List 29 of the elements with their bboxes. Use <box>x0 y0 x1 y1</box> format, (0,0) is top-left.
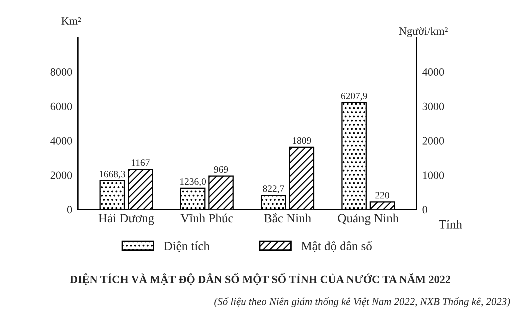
x-tick-label: Hải Dương <box>98 214 154 226</box>
y-tick-label: 0 <box>67 206 72 214</box>
legend-label: Mật độ dân số <box>302 241 372 252</box>
y2-tick-label: 1000 <box>423 172 444 180</box>
y-tick-label: 4000 <box>50 137 72 145</box>
y-tick-label: 2000 <box>50 172 72 180</box>
y-tick-label: 6000 <box>50 102 72 110</box>
text: DIỆN TÍCH VÀ MẬT ĐỘ DÂN SỐ MỘT SỐ TỈNH CỦA NƯỚC TA NĂM 2022 <box>70 273 450 286</box>
y2-tick-label: 2000 <box>422 137 444 145</box>
y-axis-title: Km² <box>62 18 82 25</box>
data-label: 969 <box>214 166 228 173</box>
x-tick-label: Bắc Ninh <box>264 214 312 223</box>
data-label: 1809 <box>293 138 312 144</box>
x-axis-title: Tỉnh <box>439 220 462 229</box>
data-label: 1668,3 <box>100 171 126 180</box>
data-label: 822,7 <box>263 186 284 194</box>
data-label: 220 <box>376 192 390 199</box>
data-label: 1236,0 <box>180 178 206 186</box>
x-tick-label: Quảng Ninh <box>338 214 399 226</box>
legend-label: Diện tích <box>164 242 210 252</box>
data-label: 1167 <box>132 160 150 166</box>
x-tick-label: Vĩnh Phúc <box>180 214 234 223</box>
data-label: 6207,9 <box>341 92 368 101</box>
y2-tick-label: 3000 <box>422 102 444 110</box>
y2-axis-title: Người/km² <box>399 27 448 38</box>
text: (Số liệu theo Niên giám thống kê Việt Nam 2022, NXB Thống kê, 2023) <box>214 298 510 308</box>
y-tick-label: 8000 <box>50 68 72 76</box>
y2-tick-label: 4000 <box>422 68 444 76</box>
y2-tick-label: 0 <box>422 206 428 214</box>
